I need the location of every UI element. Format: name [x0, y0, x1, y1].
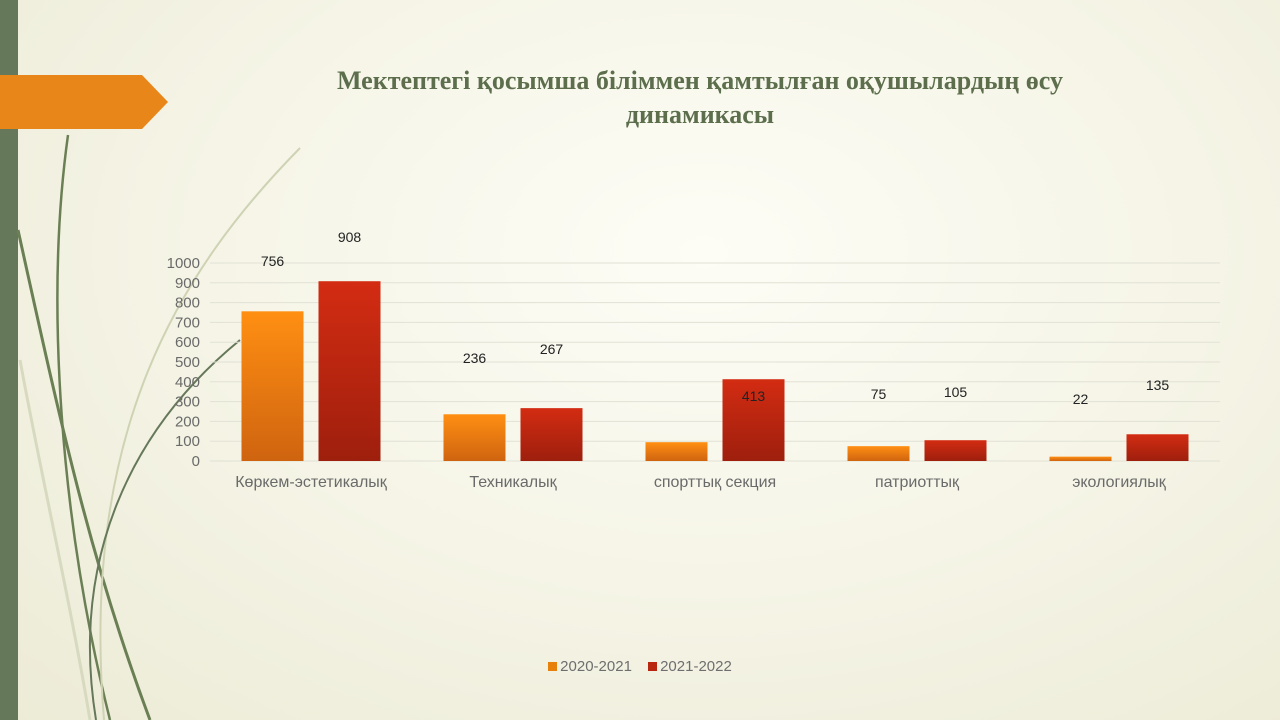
bar-2020-2021 — [645, 442, 708, 461]
bar-2020-2021 — [443, 414, 506, 461]
legend-label: 2020-2021 — [560, 658, 632, 675]
y-tick-label: 900 — [175, 275, 200, 292]
data-label: 908 — [338, 229, 362, 245]
y-tick-label: 700 — [175, 314, 200, 331]
data-label: 135 — [1146, 377, 1170, 393]
legend-item: 2021-2022 — [648, 658, 732, 675]
bar-2021-2022 — [520, 408, 583, 461]
bar-2020-2021 — [241, 311, 304, 461]
chart-legend: 2020-2021 2021-2022 — [0, 658, 1280, 675]
y-tick-label: 400 — [175, 374, 200, 391]
bar-2021-2022 — [924, 440, 987, 461]
legend-label: 2021-2022 — [660, 658, 732, 675]
bar-2021-2022 — [1126, 434, 1189, 461]
decorative-swooshes — [16, 134, 301, 720]
legend-swatch — [548, 662, 558, 671]
y-tick-label: 500 — [175, 354, 200, 371]
y-tick-label: 100 — [175, 433, 200, 450]
bar-2020-2021 — [847, 446, 910, 461]
legend-item: 2020-2021 — [548, 658, 632, 675]
data-label: 413 — [742, 388, 766, 404]
slide-title: Мектептегі қосымша біліммен қамтылған оқ… — [336, 66, 1063, 129]
data-label: 756 — [261, 253, 285, 269]
bar-2021-2022 — [722, 379, 785, 461]
data-label: 105 — [944, 384, 968, 400]
data-label: 22 — [1073, 391, 1089, 407]
y-tick-label: 800 — [175, 295, 200, 312]
y-tick-label: 600 — [175, 334, 200, 351]
bar-2021-2022 — [318, 281, 381, 461]
y-tick-label: 200 — [175, 413, 200, 430]
arrow-banner — [0, 75, 168, 129]
x-category-label: спорттық секция — [654, 474, 776, 491]
y-tick-label: 0 — [192, 453, 200, 470]
data-label: 267 — [540, 341, 564, 357]
data-label: 75 — [871, 386, 887, 402]
side-accent-strip — [0, 0, 18, 720]
x-category-label: Техникалық — [469, 474, 557, 491]
bar-2020-2021 — [1049, 456, 1112, 461]
x-category-label: патриоттық — [875, 474, 960, 491]
x-category-label: экологиялық — [1072, 474, 1167, 491]
legend-swatch — [648, 662, 658, 671]
y-tick-label: 300 — [175, 394, 200, 411]
y-tick-label: 1000 — [167, 255, 200, 272]
data-label: 236 — [463, 350, 487, 366]
x-category-label: Көркем-эстетикалық — [235, 474, 388, 491]
